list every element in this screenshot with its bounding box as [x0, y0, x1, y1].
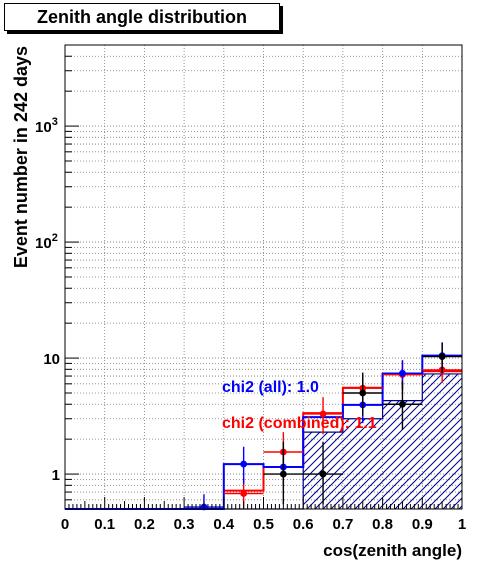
- x-tick-label: 0.1: [94, 516, 115, 533]
- x-tick-label: 0.5: [253, 516, 274, 533]
- black-data-point: [359, 389, 367, 397]
- red-data-point: [319, 410, 327, 418]
- blue-data-point: [240, 460, 248, 468]
- x-tick-label: 0: [61, 516, 69, 533]
- red-data-point: [240, 490, 248, 497]
- blue-data-point: [399, 369, 406, 377]
- y-tick-label: 1: [52, 467, 60, 484]
- black-data-point: [438, 353, 446, 360]
- y-tick-label: 10: [43, 351, 60, 368]
- black-data-point: [399, 400, 406, 408]
- x-tick-label: 0.2: [134, 516, 155, 533]
- black-data-point: [319, 470, 327, 478]
- chi2-combined-annotation: chi2 (combined): 1.1: [222, 415, 377, 432]
- y-tick-label: 103: [35, 116, 58, 136]
- y-tick-label: 102: [35, 232, 58, 252]
- black-data-point: [279, 470, 287, 478]
- x-tick-label: 0.6: [293, 516, 314, 533]
- x-tick-label: 1: [458, 516, 466, 533]
- x-tick-label: 0.3: [174, 516, 195, 533]
- x-tick-label: 0.8: [372, 516, 393, 533]
- x-tick-label: 0.7: [332, 516, 353, 533]
- x-tick-label: 0.4: [213, 516, 235, 533]
- hatched-histogram-area: [65, 373, 462, 509]
- x-axis-label: cos(zenith angle): [323, 541, 462, 560]
- y-axis-label: Event number in 242 days: [11, 46, 31, 268]
- chi2-all-annotation: chi2 (all): 1.0: [222, 379, 319, 396]
- chart-title: Zenith angle distribution: [37, 6, 247, 27]
- title-box: Zenith angle distribution: [4, 3, 280, 31]
- x-tick-label: 0.9: [412, 516, 433, 533]
